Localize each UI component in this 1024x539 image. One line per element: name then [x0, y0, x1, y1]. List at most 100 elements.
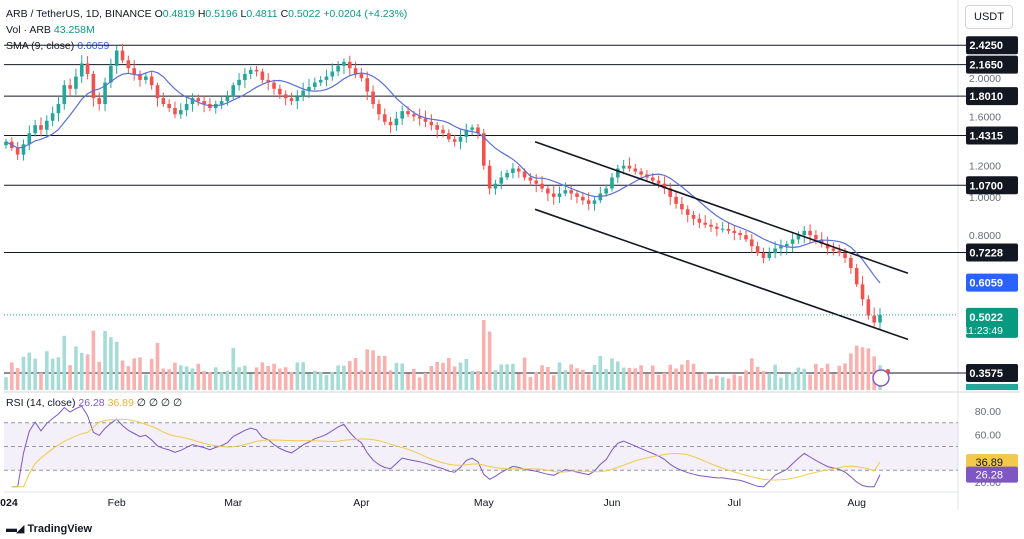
candle-body: [563, 190, 568, 194]
candle-body: [27, 133, 32, 145]
volume-bar: [429, 365, 434, 390]
candle-body: [849, 257, 853, 269]
volume-bar: [534, 372, 539, 390]
candle-body: [120, 50, 125, 61]
level-label: 1.8010: [969, 91, 1003, 103]
candle-body: [44, 120, 49, 130]
candle-body: [149, 76, 154, 86]
volume-bar: [441, 362, 445, 390]
volume-legend: Vol · ARB 43.258M: [6, 24, 95, 36]
level-label-bg: [966, 126, 1018, 145]
volume-bar: [621, 367, 626, 390]
candle-body: [464, 129, 469, 137]
candle-body: [447, 133, 451, 140]
candle-body: [417, 116, 422, 119]
candle-body: [202, 101, 206, 105]
candle-body: [720, 228, 725, 230]
alert-icon: [872, 369, 890, 387]
candle-body: [4, 141, 8, 146]
candle-body: [650, 177, 655, 181]
candle-body: [779, 246, 783, 249]
candle-body: [627, 165, 632, 169]
candle-body: [266, 79, 271, 83]
candle-body: [178, 110, 183, 115]
volume-bar: [62, 335, 67, 390]
candle-body: [860, 284, 865, 300]
candle-body: [831, 248, 836, 251]
candle-body: [371, 91, 375, 105]
candle-body: [581, 196, 585, 201]
volume-bar: [569, 364, 573, 390]
volume-bar: [511, 363, 515, 390]
volume-bar: [27, 352, 32, 390]
volume-bar: [44, 351, 49, 390]
volume-bar: [493, 370, 498, 390]
low-label: L: [240, 8, 247, 20]
candle-body: [33, 125, 37, 134]
candle-body: [604, 188, 608, 194]
rsi-line: [11, 405, 881, 488]
sma-line: [5, 70, 881, 284]
volume-bar: [307, 373, 311, 390]
rsi-ma-line: [11, 418, 881, 488]
volume-bar: [773, 364, 777, 390]
candle-body: [802, 230, 807, 236]
open-label: O: [154, 8, 163, 20]
volume-bar: [650, 365, 655, 390]
candle-body: [755, 246, 760, 254]
candle-body: [412, 114, 416, 117]
volume-bar: [330, 372, 335, 390]
volume-bar: [202, 371, 206, 390]
volume-bar: [178, 365, 183, 390]
currency-unit-button[interactable]: USDT: [965, 5, 1013, 29]
candle-body: [540, 183, 544, 189]
candle-body: [528, 177, 533, 181]
volume-bar: [295, 362, 300, 390]
volume-bar: [4, 377, 8, 390]
volume-bar: [662, 372, 667, 390]
volume-bar: [33, 358, 37, 390]
last-price-label: 0.5022: [969, 312, 1003, 324]
candle-body: [726, 228, 731, 231]
candle-body: [575, 193, 579, 197]
countdown-label: 11:23:49: [963, 325, 1003, 337]
candle-body: [190, 98, 195, 105]
candle-body: [458, 136, 463, 142]
sma-value: 0.6059: [77, 40, 110, 52]
volume-bar: [353, 358, 358, 390]
volume-bar: [866, 348, 871, 390]
volume-bar: [208, 371, 212, 390]
volume-bar: [219, 372, 224, 390]
volume-bar: [91, 330, 96, 390]
candle-body: [709, 224, 713, 227]
candle-body: [499, 177, 504, 184]
volume-bar: [639, 365, 643, 390]
volume-bar: [627, 367, 632, 390]
volume-bar: [476, 370, 480, 390]
candle-body: [744, 235, 748, 240]
volume-bar: [237, 367, 241, 390]
volume-bar: [796, 367, 801, 390]
candle-body: [289, 98, 294, 102]
volume-bar: [50, 358, 55, 390]
volume-bar: [592, 364, 597, 390]
level-label-bg: [966, 176, 1018, 195]
candle-body: [487, 165, 492, 189]
volume-bar: [97, 361, 102, 390]
candle-body: [592, 200, 597, 204]
rsi-placeholders: ∅ ∅ ∅ ∅: [136, 397, 183, 409]
candle-body: [167, 104, 171, 109]
candle-body: [505, 172, 509, 178]
sma-label: SMA (9, close): [6, 40, 75, 52]
candle-body: [272, 82, 276, 89]
tradingview-logo[interactable]: ▬◢ TradingView: [6, 522, 92, 536]
candle-body: [767, 253, 772, 258]
candle-body: [470, 127, 474, 130]
volume-bar: [149, 358, 154, 390]
rsi-ma-value: 36.89: [107, 397, 134, 409]
volume-bar: [266, 365, 271, 390]
volume-bar: [481, 320, 486, 390]
volume-bar: [452, 366, 457, 390]
candle-body: [452, 139, 457, 142]
